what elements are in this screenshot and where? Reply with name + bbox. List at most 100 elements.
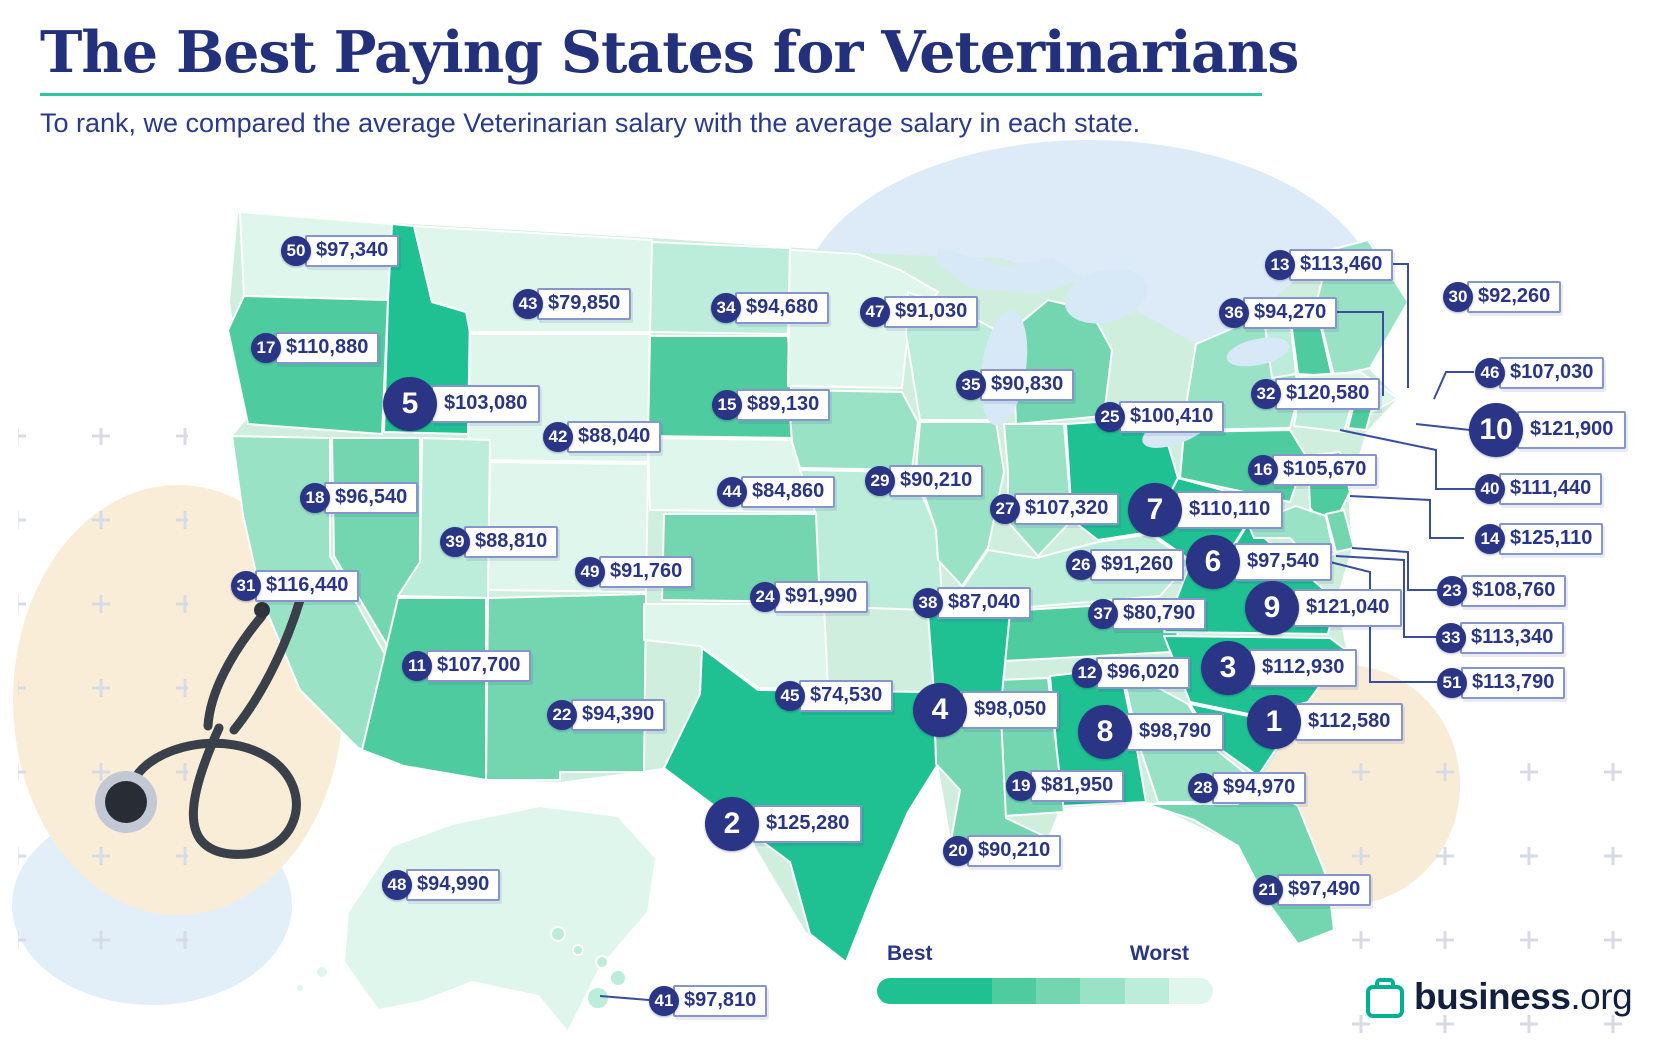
logo-brand: business (1414, 976, 1571, 1017)
rank-circle: 13 (1265, 250, 1295, 280)
state-badge-OK: 45 $74,530 (775, 680, 894, 712)
salary-box: $113,340 (1460, 622, 1565, 654)
salary-box: $113,790 (1461, 667, 1566, 699)
state-badge-WI: 35 $90,830 (956, 369, 1075, 401)
salary-box: $107,030 (1499, 357, 1605, 389)
salary-box: $121,040 (1293, 589, 1403, 627)
salary-box: $80,790 (1112, 598, 1207, 630)
rank-circle: 14 (1475, 524, 1505, 554)
rank-circle: 22 (547, 700, 577, 730)
state-badge-HI: 41 $97,810 (649, 985, 768, 1017)
rank-circle: 37 (1088, 599, 1118, 629)
rank-circle: 11 (402, 651, 432, 681)
state-badge-FL: 21 $97,490 (1253, 874, 1372, 906)
state-badge-VT: 36 $94,270 (1219, 297, 1338, 329)
legend-worst-label: Worst (1129, 942, 1189, 965)
state-badge-OH: 7 $110,110 (1128, 483, 1284, 537)
state-badge-KS: 24 $91,990 (750, 581, 869, 613)
briefcase-icon (1366, 984, 1404, 1018)
salary-box: $98,050 (961, 691, 1060, 729)
rank-circle: 51 (1437, 668, 1467, 698)
rank-circle: 10 (1469, 403, 1523, 457)
rank-circle: 29 (865, 466, 895, 496)
state-badge-UT: 39 $88,810 (440, 526, 559, 558)
legend-step-5 (1124, 978, 1169, 1004)
state-badge-CO: 49 $91,760 (575, 556, 694, 588)
salary-box: $110,110 (1176, 491, 1284, 529)
state-badge-AK: 48 $94,990 (382, 869, 501, 901)
stethoscope-illustration (95, 586, 309, 859)
salary-box: $97,540 (1234, 543, 1333, 581)
rank-circle: 48 (382, 870, 412, 900)
rank-circle: 36 (1219, 298, 1249, 328)
state-badge-KY: 37 $80,790 (1088, 598, 1207, 630)
rank-circle: 2 (705, 797, 759, 851)
state-badge-CA: 31 $116,440 (231, 570, 360, 602)
salary-box: $107,700 (426, 650, 532, 682)
rank-circle: 15 (712, 390, 742, 420)
salary-box: $92,260 (1467, 281, 1562, 313)
state-badge-ID: 5 $103,080 (383, 377, 541, 431)
rank-circle: 3 (1201, 641, 1255, 695)
rank-circle: 45 (775, 681, 805, 711)
state-badge-GA: 28 $94,970 (1188, 772, 1307, 804)
state-badge-ND: 34 $94,680 (711, 292, 830, 324)
rank-circle: 33 (1436, 623, 1466, 653)
state-badge-RI: 10 $121,900 (1469, 403, 1627, 457)
salary-box: $97,490 (1277, 874, 1372, 906)
legend-step-3 (1036, 978, 1081, 1004)
rank-circle: 42 (543, 422, 573, 452)
legend-best-label: Best (887, 942, 933, 965)
salary-box: $94,970 (1212, 772, 1307, 804)
business-org-logo: business.org (1366, 976, 1633, 1018)
state-badge-NV: 18 $96,540 (300, 482, 419, 514)
state-badge-TX: 2 $125,280 (705, 797, 863, 851)
title-underline (40, 92, 1262, 96)
state-badge-MI: 25 $100,410 (1095, 401, 1225, 433)
rank-circle: 49 (575, 557, 605, 587)
rank-circle: 17 (251, 333, 281, 363)
rank-circle: 24 (750, 582, 780, 612)
rank-circle: 26 (1066, 550, 1096, 580)
legend-gradient-bar (877, 978, 1213, 1004)
salary-box: $98,790 (1126, 713, 1225, 751)
salary-box: $116,440 (255, 570, 360, 602)
state-OR (227, 295, 389, 435)
rank-circle: 21 (1253, 875, 1283, 905)
logo-text: business.org (1414, 976, 1633, 1018)
rank-circle: 19 (1006, 771, 1036, 801)
state-badge-LA: 20 $90,210 (943, 835, 1062, 867)
state-badge-SC: 1 $112,580 (1247, 695, 1404, 749)
salary-box: $107,320 (1014, 493, 1120, 525)
rank-circle: 30 (1443, 282, 1473, 312)
salary-box: $111,440 (1499, 473, 1603, 505)
rank-circle: 27 (990, 494, 1020, 524)
salary-box: $125,280 (753, 805, 863, 843)
rank-circle: 18 (300, 483, 330, 513)
salary-box: $94,680 (735, 292, 830, 324)
rank-circle: 31 (231, 571, 261, 601)
state-badge-MO: 38 $87,040 (913, 587, 1032, 619)
salary-box: $79,850 (537, 288, 632, 320)
state-badge-NC: 3 $112,930 (1201, 641, 1358, 695)
rank-circle: 50 (281, 236, 311, 266)
rank-circle: 6 (1186, 535, 1240, 589)
rank-circle: 32 (1251, 379, 1281, 409)
state-badge-AZ: 11 $107,700 (402, 650, 532, 682)
state-badge-NJ: 14 $125,110 (1475, 523, 1604, 555)
rank-circle: 39 (440, 527, 470, 557)
state-badge-MA: 46 $107,030 (1475, 357, 1605, 389)
rank-circle: 28 (1188, 773, 1218, 803)
salary-box: $103,080 (431, 385, 541, 423)
salary-box: $94,270 (1243, 297, 1338, 329)
rank-circle: 7 (1128, 483, 1182, 537)
rank-circle: 23 (1437, 576, 1467, 606)
rank-circle: 46 (1475, 358, 1505, 388)
salary-color-legend: Best Worst (877, 942, 1213, 1004)
salary-box: $121,900 (1517, 411, 1627, 449)
legend-step-2 (991, 978, 1037, 1004)
legend-step-1 (877, 978, 992, 1004)
rank-circle: 25 (1095, 402, 1125, 432)
rank-circle: 41 (649, 986, 679, 1016)
state-badge-MT: 43 $79,850 (513, 288, 632, 320)
